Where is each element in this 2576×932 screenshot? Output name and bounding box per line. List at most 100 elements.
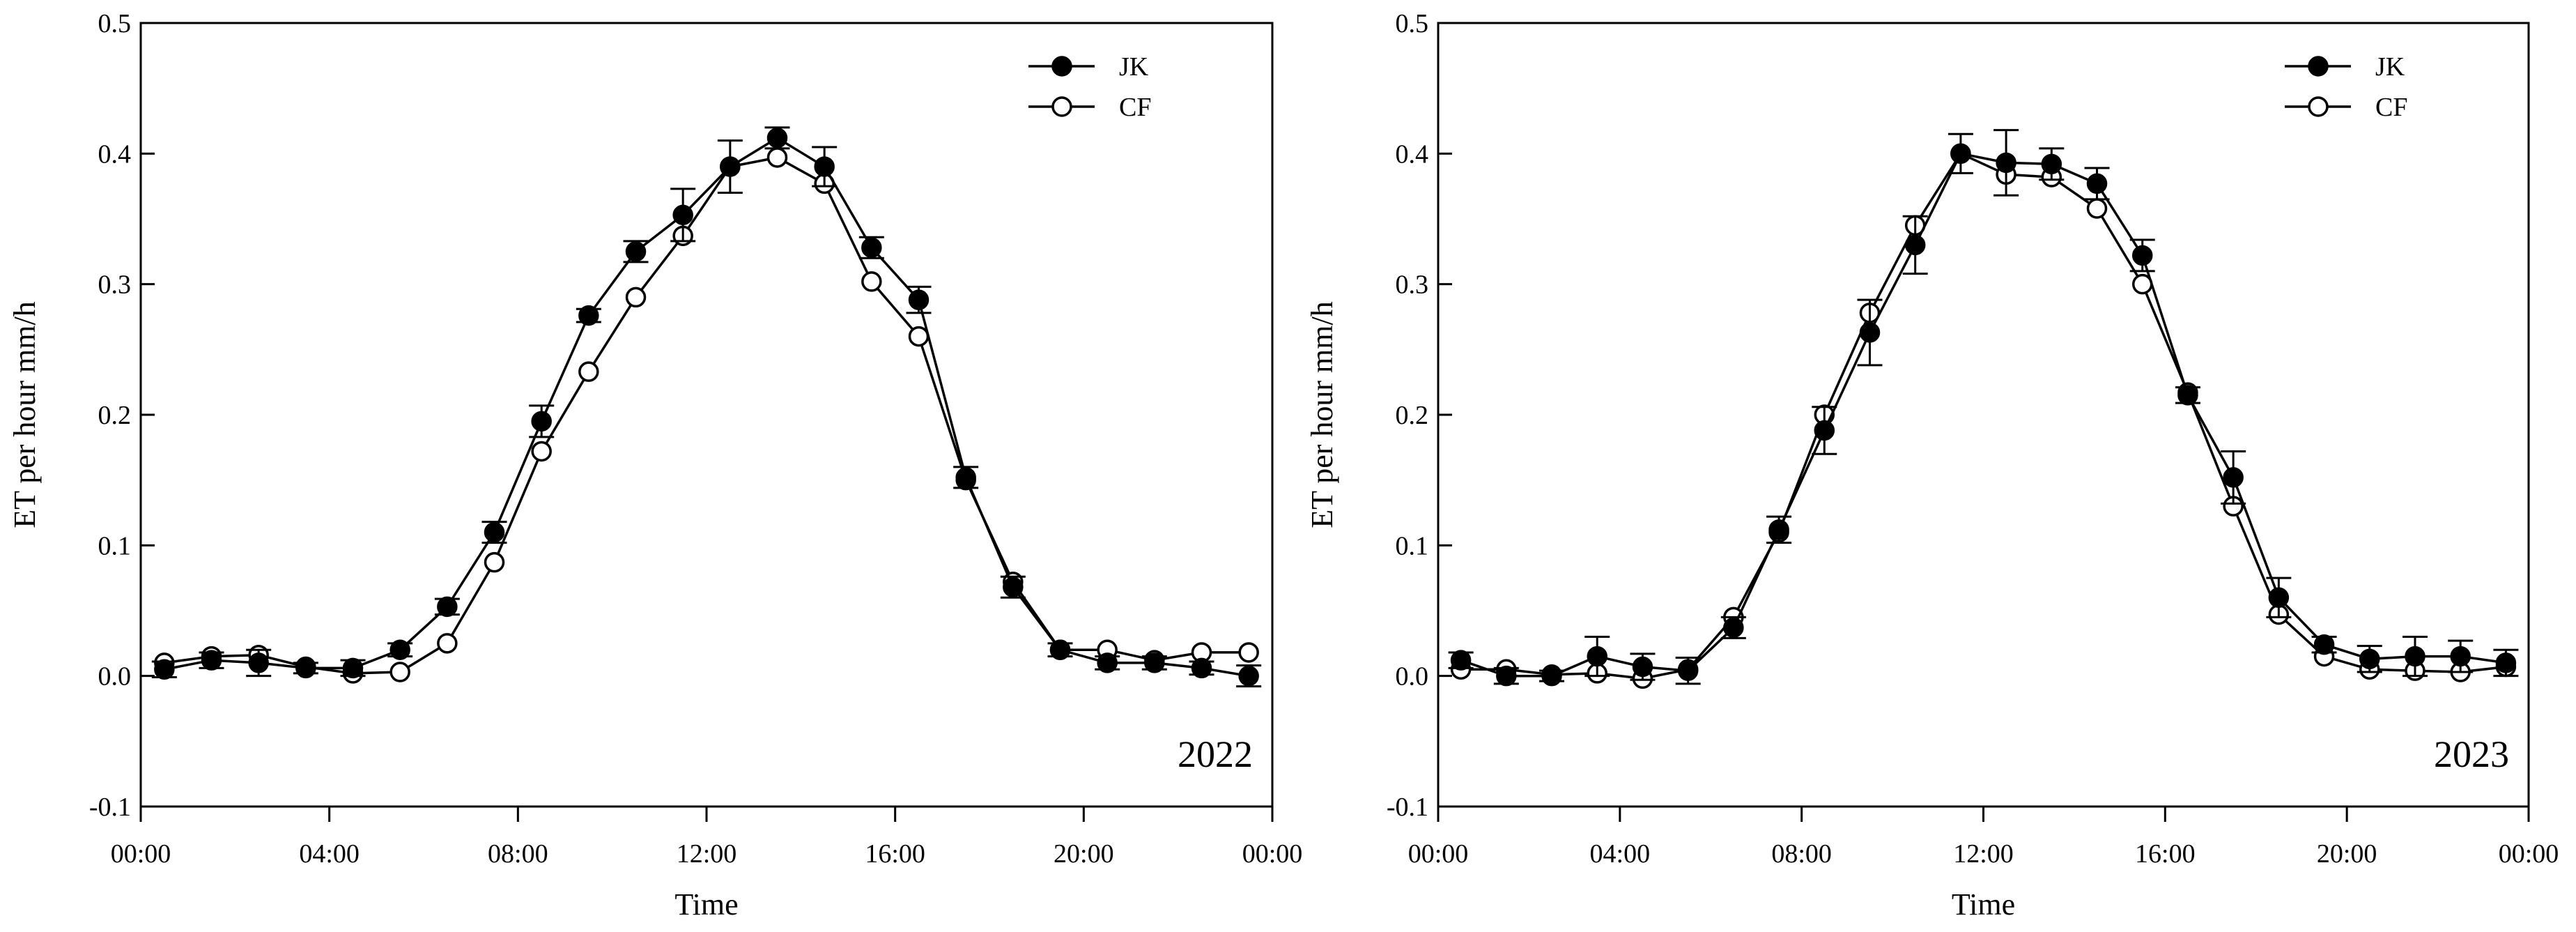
data-point-JK	[1144, 652, 1165, 673]
data-point-CF	[531, 441, 552, 462]
y-tick-label: 0.5	[98, 9, 132, 38]
series-JK	[1448, 129, 2519, 687]
x-tick-label: 00:00	[2499, 839, 2559, 869]
data-point-JK	[814, 156, 835, 177]
data-point-CF	[625, 287, 647, 308]
data-point-JK	[2359, 648, 2380, 670]
series-JK	[151, 126, 1262, 688]
data-point-JK	[578, 305, 599, 326]
y-axis-title: ET per hour mm/h	[1305, 301, 1339, 528]
data-point-JK	[625, 241, 647, 262]
x-tick-label: 12:00	[1953, 839, 2014, 869]
y-tick-label: 0.3	[98, 270, 132, 300]
data-point-JK	[908, 289, 930, 310]
data-point-JK	[2223, 467, 2244, 488]
y-tick-label: 0.0	[98, 662, 132, 692]
y-tick-label: 0.3	[1396, 270, 1429, 300]
data-point-CF	[766, 147, 788, 168]
data-point-JK	[342, 657, 364, 679]
data-point-CF	[484, 551, 505, 573]
panel-year-label: 2023	[2434, 733, 2509, 775]
x-axis-title: Time	[1952, 887, 2015, 922]
data-point-JK	[1904, 234, 1926, 256]
data-point-JK	[201, 650, 222, 671]
series-CF	[1450, 143, 2517, 689]
data-point-JK	[766, 128, 788, 148]
data-point-JK	[1632, 656, 1653, 678]
data-point-JK	[1003, 576, 1024, 598]
y-axis-title: ET per hour mm/h	[8, 301, 42, 528]
data-point-JK	[672, 204, 693, 226]
data-point-JK	[484, 521, 505, 543]
data-point-CF	[2086, 198, 2108, 219]
series-line-CF	[1460, 152, 2506, 680]
legend-label: JK	[1119, 52, 1149, 82]
data-point-JK	[248, 652, 269, 673]
legend-marker-JK	[2308, 56, 2329, 77]
x-tick-label: 00:00	[1242, 839, 1303, 869]
y-tick-label: 0.5	[1396, 9, 1429, 38]
data-point-JK	[1191, 657, 1212, 679]
data-point-JK	[1996, 152, 2016, 174]
chart-panel-2022: -0.1 0.0 0.1 0.2 0.3 0.4 0.5 00:00 04:00 08:00 12:…	[8, 9, 1302, 922]
data-point-JK	[720, 156, 741, 177]
data-point-JK	[1541, 665, 1562, 687]
chart-panel-2023: -0.1 0.0 0.1 0.2 0.3 0.4 0.5 00:00 04:00 08:00 12:…	[1305, 9, 2559, 922]
y-tick-label: 0.1	[1396, 531, 1429, 560]
legend: JK CF	[2285, 52, 2407, 122]
panel-year-label: 2022	[1178, 733, 1253, 775]
data-point-JK	[1450, 650, 1472, 671]
data-point-JK	[2313, 634, 2335, 655]
x-tick-label: 20:00	[2317, 839, 2377, 869]
series-line-CF	[164, 156, 1249, 675]
x-tick-label: 12:00	[677, 839, 737, 869]
data-point-CF	[437, 633, 458, 654]
data-point-JK	[861, 237, 882, 258]
legend-marker-JK	[1051, 56, 1072, 77]
legend-marker-CF	[1051, 96, 1072, 117]
y-tick-label: 0.0	[1396, 662, 1429, 692]
y-tick-label: 0.2	[98, 401, 132, 430]
x-tick-label: 16:00	[2135, 839, 2196, 869]
data-point-JK	[1238, 665, 1259, 687]
data-point-JK	[1814, 420, 1835, 441]
data-point-JK	[2495, 652, 2517, 673]
series-line-JK	[164, 136, 1249, 678]
y-tick-label: 0.4	[98, 139, 132, 169]
x-tick-label: 16:00	[865, 839, 925, 869]
legend-label: CF	[1119, 93, 1151, 122]
data-point-JK	[2131, 245, 2153, 266]
data-point-JK	[2268, 587, 2290, 609]
data-point-JK	[1768, 519, 1789, 540]
data-point-CF	[1238, 642, 1259, 663]
series-line-JK	[1460, 152, 2506, 678]
data-point-CF	[578, 361, 599, 382]
y-tick-label: -0.1	[1387, 793, 1428, 822]
data-point-JK	[2405, 645, 2425, 667]
x-tick-label: 08:00	[488, 839, 548, 869]
y-tick-label: -0.1	[89, 793, 131, 822]
series-CF	[154, 147, 1259, 684]
x-tick-label: 08:00	[1771, 839, 1832, 869]
data-point-JK	[1587, 645, 1607, 667]
x-tick-label: 04:00	[1590, 839, 1651, 869]
data-point-JK	[1097, 652, 1118, 673]
data-point-JK	[2450, 645, 2471, 667]
data-point-JK	[437, 596, 458, 618]
data-point-JK	[1049, 639, 1071, 660]
data-point-JK	[295, 657, 316, 679]
legend: JK CF	[1028, 52, 1151, 122]
x-tick-label: 04:00	[299, 839, 360, 869]
data-point-JK	[390, 639, 410, 660]
data-point-JK	[1859, 322, 1881, 343]
y-tick-label: 0.1	[98, 531, 132, 560]
legend-marker-CF	[2308, 96, 2329, 117]
data-point-JK	[1723, 617, 1744, 639]
y-tick-label: 0.2	[1396, 401, 1429, 430]
legend-label: JK	[2375, 52, 2405, 82]
data-point-JK	[2086, 173, 2108, 194]
data-point-JK	[1950, 143, 1971, 165]
y-tick-label: 0.4	[1396, 139, 1429, 169]
